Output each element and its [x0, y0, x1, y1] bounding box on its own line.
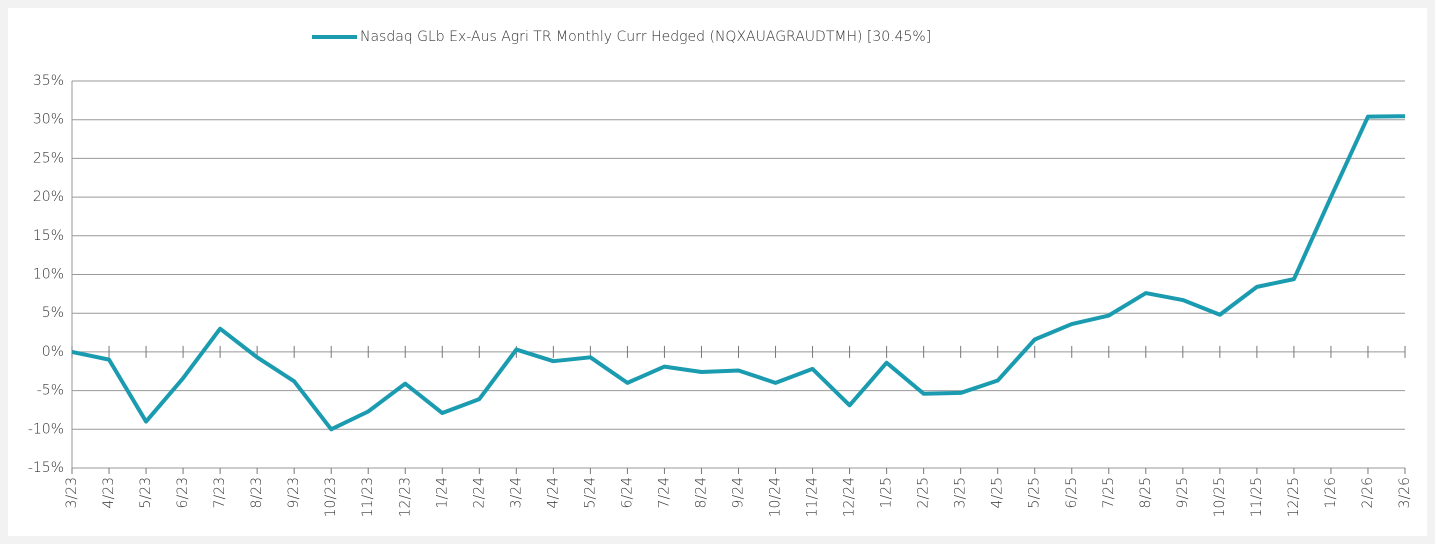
x-tick-label: 5/23: [138, 477, 154, 508]
line-series: [71, 114, 1406, 432]
y-tick-label: -15%: [28, 460, 64, 476]
x-tick-label: 12/23: [397, 477, 413, 517]
y-tick-label: 30%: [33, 112, 64, 128]
x-tick-label: 9/23: [286, 477, 302, 508]
x-tick-label: 1/24: [434, 477, 450, 508]
x-tick-label: 3/25: [953, 477, 969, 508]
x-tick-label: 4/24: [545, 477, 561, 508]
x-tick-label: 11/23: [360, 477, 376, 517]
x-tick-label: 10/25: [1212, 477, 1228, 517]
x-tick-label: 4/23: [101, 477, 117, 508]
x-tick-label: 9/24: [731, 477, 747, 508]
x-tick-label: 3/24: [508, 477, 524, 508]
x-tick-label: 8/23: [249, 477, 265, 508]
x-tick-label: 3/26: [1397, 477, 1413, 508]
x-tick-label: 1/25: [879, 477, 895, 508]
y-tick-label: 10%: [33, 267, 64, 283]
panel: [8, 8, 1427, 536]
x-tick-label: 7/23: [212, 477, 228, 508]
y-tick-label: 35%: [33, 73, 64, 89]
x-tick-label: 5/25: [1027, 477, 1043, 508]
y-tick-label: 5%: [42, 305, 64, 321]
x-tick-label: 10/24: [768, 477, 784, 517]
x-tick-label: 12/25: [1286, 477, 1302, 517]
y-tick-label: 15%: [33, 228, 64, 244]
x-tick-label: 6/25: [1064, 477, 1080, 508]
x-tick-label: 11/25: [1249, 477, 1265, 517]
x-tick-label: 6/24: [619, 477, 635, 508]
x-tick-label: 4/25: [990, 477, 1006, 508]
x-tick-label: 11/24: [805, 477, 821, 517]
x-tick-label: 12/24: [842, 477, 858, 517]
x-tick-label: 1/26: [1323, 477, 1339, 508]
x-tick-label: 2/26: [1360, 477, 1376, 508]
y-tick-label: 20%: [33, 189, 64, 205]
y-tick-label: 0%: [42, 344, 64, 360]
x-tick-label: 6/23: [175, 477, 191, 508]
y-tick-label: -5%: [37, 383, 64, 399]
y-tick-label: 25%: [33, 150, 64, 166]
x-tick-label: 3/23: [64, 477, 80, 508]
x-tick-label: 2/25: [916, 477, 932, 508]
x-tick-label: 8/25: [1138, 477, 1154, 508]
x-tick-label: 9/25: [1175, 477, 1191, 508]
y-tick-label: -10%: [28, 421, 64, 437]
x-tick-label: 10/23: [323, 477, 339, 517]
x-tick-label: 5/24: [582, 477, 598, 508]
legend-label: Nasdaq GLb Ex-Aus Agri TR Monthly Curr H…: [360, 29, 931, 45]
x-tick-label: 7/24: [656, 477, 672, 508]
x-tick-label: 7/25: [1101, 477, 1117, 508]
x-tick-label: 8/24: [693, 477, 709, 508]
x-tick-label: 2/24: [471, 477, 487, 508]
